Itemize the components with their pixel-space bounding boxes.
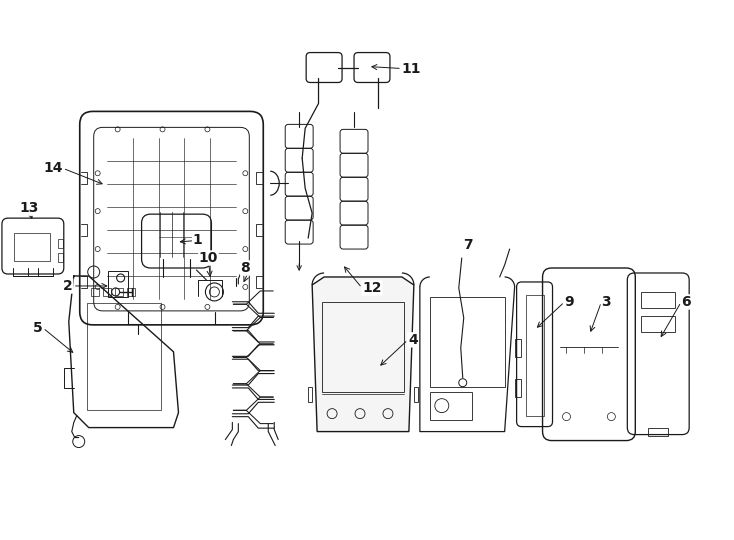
Bar — [127, 288, 134, 296]
Bar — [58, 253, 63, 262]
Bar — [14, 233, 50, 261]
Bar — [430, 392, 473, 420]
Bar — [430, 297, 505, 387]
Bar — [308, 387, 312, 402]
Bar — [58, 239, 63, 248]
Bar — [414, 387, 418, 402]
Polygon shape — [312, 277, 414, 431]
Text: 6: 6 — [681, 295, 691, 309]
Bar — [87, 303, 161, 410]
Text: 12: 12 — [362, 281, 382, 295]
Text: 7: 7 — [463, 238, 473, 252]
Text: 8: 8 — [241, 261, 250, 275]
Bar — [91, 288, 98, 296]
Bar — [642, 316, 675, 332]
Bar — [103, 288, 111, 296]
Text: 1: 1 — [192, 233, 203, 247]
Text: 5: 5 — [33, 321, 43, 335]
Bar — [642, 292, 675, 308]
Text: 10: 10 — [199, 251, 218, 265]
Bar — [526, 295, 544, 416]
Text: 11: 11 — [402, 62, 421, 76]
Bar — [515, 379, 520, 397]
Text: 2: 2 — [63, 279, 73, 293]
Bar — [115, 288, 123, 296]
Text: 9: 9 — [564, 295, 574, 309]
Bar — [515, 339, 520, 357]
Text: 3: 3 — [601, 295, 611, 309]
Text: 13: 13 — [19, 201, 39, 215]
Text: 14: 14 — [43, 161, 63, 176]
Bar — [322, 302, 404, 392]
Text: 4: 4 — [408, 333, 418, 347]
Bar — [108, 271, 128, 297]
